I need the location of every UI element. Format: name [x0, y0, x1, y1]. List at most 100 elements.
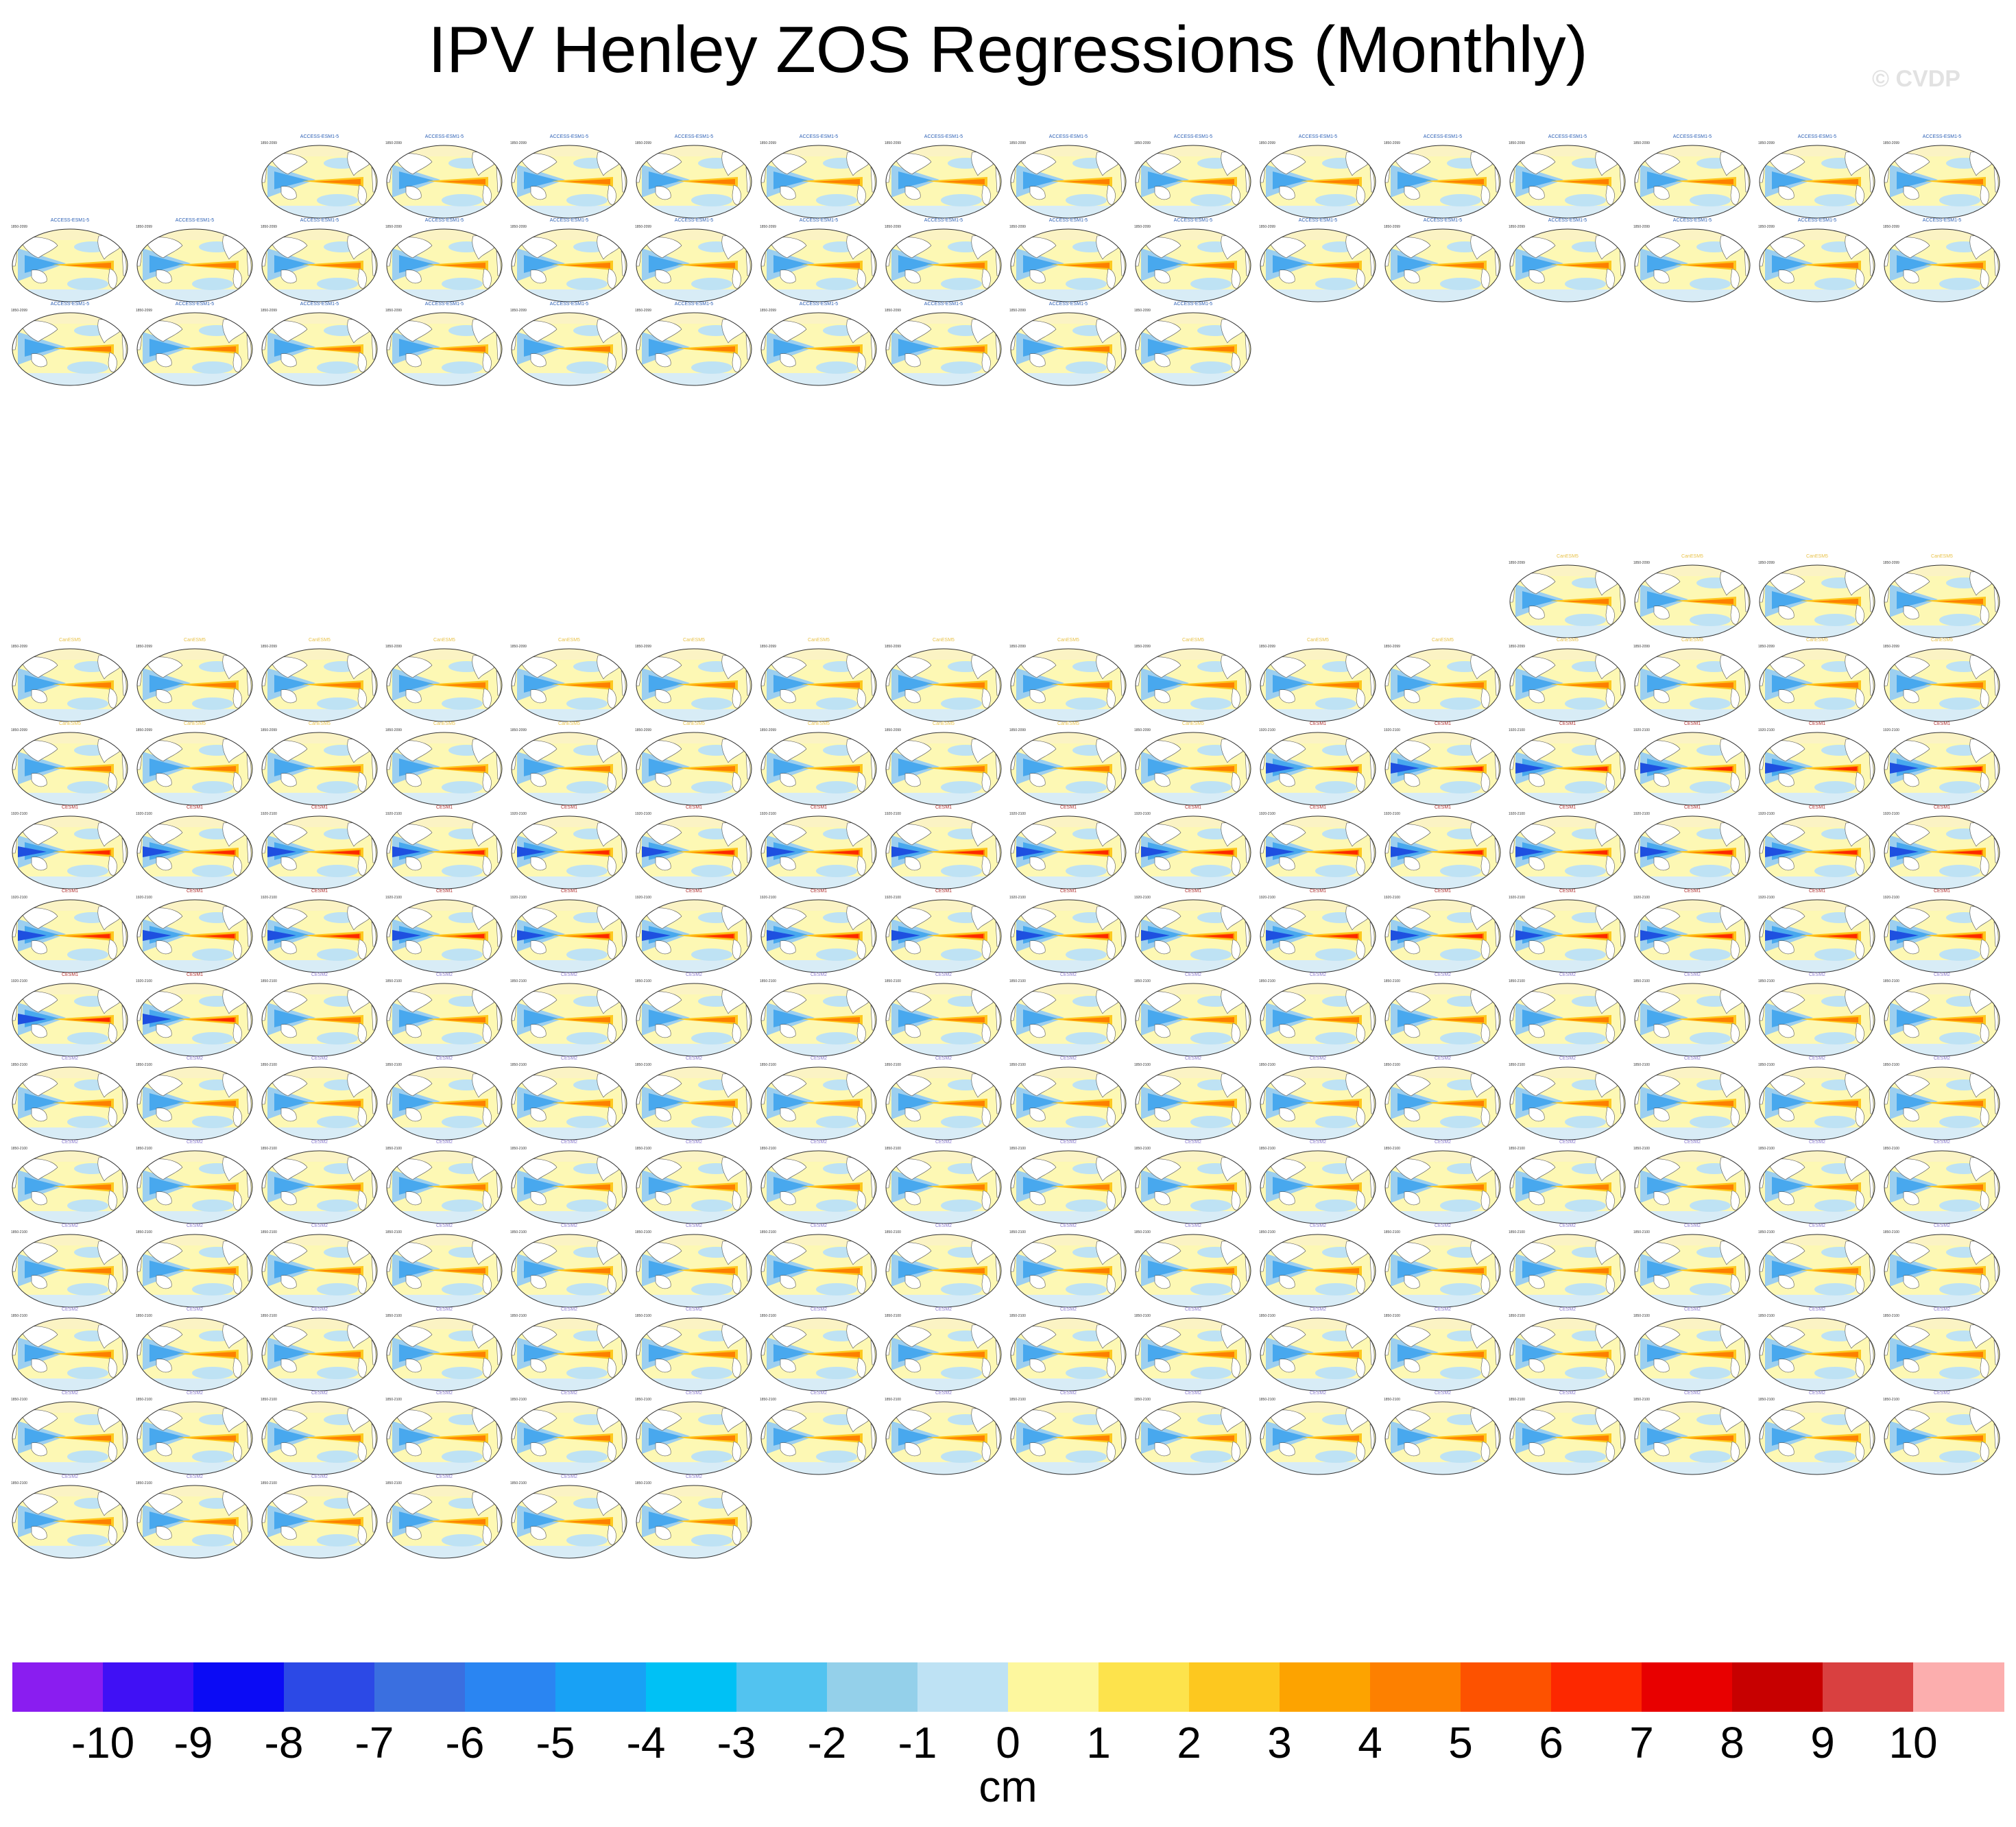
- ensemble-panel: ACCESS-ESM1-5 1850-2099: [259, 302, 380, 387]
- regression-map: [136, 228, 253, 302]
- ensemble-panel: CESM2 1850-2100: [883, 1140, 1004, 1225]
- panel-year-range: 1850-2100: [261, 1481, 277, 1485]
- panel-title: CESM2: [1008, 1140, 1129, 1145]
- panel-year-range: 1920-2100: [1633, 728, 1650, 732]
- ensemble-panel: ACCESS-ESM1-5 1850-2099: [384, 134, 505, 219]
- panel-title: CanESM5: [758, 721, 879, 726]
- regression-map: [261, 1066, 378, 1141]
- panel-year-range: 1850-2099: [635, 728, 651, 732]
- panel-year-range: 1850-2099: [1633, 561, 1650, 565]
- panel-year-range: 1850-2099: [261, 728, 277, 732]
- panel-title: CESM1: [384, 805, 505, 810]
- regression-map: [1384, 145, 1501, 219]
- ensemble-panel: CESM2 1850-2100: [1507, 1056, 1628, 1141]
- panel-title: CESM2: [758, 1307, 879, 1312]
- regression-map: [636, 815, 752, 889]
- panel-year-range: 1920-2100: [1509, 728, 1525, 732]
- panel-year-range: 1850-2100: [1009, 1230, 1026, 1234]
- ensemble-panel: CESM2 1850-2100: [1757, 1140, 1877, 1225]
- panel-title: CESM1: [1882, 889, 2002, 894]
- panel-year-range: 1850-2099: [261, 225, 277, 229]
- panel-title: CESM2: [1757, 972, 1877, 977]
- panel-year-range: 1850-2099: [1758, 141, 1775, 145]
- regression-map: [1010, 1401, 1127, 1475]
- panel-title: ACCESS-ESM1-5: [10, 218, 130, 223]
- ensemble-panel: CESM2 1850-2100: [384, 972, 505, 1058]
- panel-title: CESM1: [10, 972, 130, 977]
- panel-year-range: 1850-2099: [1009, 728, 1026, 732]
- ensemble-panel: CanESM5 1850-2099: [883, 638, 1004, 723]
- regression-map: [1384, 1234, 1501, 1308]
- panel-year-range: 1850-2100: [1259, 1230, 1275, 1234]
- ensemble-panel: CESM2 1850-2100: [1008, 1223, 1129, 1309]
- ensemble-panel: CESM2 1850-2100: [1757, 1391, 1877, 1476]
- ensemble-panel: CanESM5 1850-2099: [1507, 554, 1628, 639]
- panel-year-range: 1850-2100: [1009, 1063, 1026, 1067]
- regression-map: [760, 1317, 877, 1392]
- colorbar-box: [1370, 1662, 1461, 1712]
- colorbar-tick-label: -6: [424, 1717, 506, 1768]
- panel-title: CESM2: [1258, 1223, 1378, 1228]
- panel-year-range: 1850-2100: [136, 1147, 152, 1151]
- regression-map: [136, 899, 253, 973]
- regression-map: [1509, 983, 1626, 1057]
- ensemble-panel: CanESM5 1850-2099: [509, 638, 629, 723]
- ensemble-panel: CESM2 1850-2100: [10, 1307, 130, 1392]
- panel-year-range: 1850-2099: [1259, 645, 1275, 649]
- ensemble-panel: CanESM5 1850-2099: [384, 721, 505, 807]
- regression-map: [1759, 815, 1875, 889]
- ensemble-panel: CESM2 1850-2100: [1382, 972, 1503, 1058]
- panel-year-range: 1850-2100: [1509, 1147, 1525, 1151]
- panel-year-range: 1850-2100: [1883, 1314, 1899, 1318]
- panel-title: ACCESS-ESM1-5: [758, 134, 879, 139]
- regression-map: [511, 815, 627, 889]
- panel-title: ACCESS-ESM1-5: [1507, 218, 1628, 223]
- panel-year-range: 1850-2100: [1509, 1063, 1525, 1067]
- ensemble-panel: CanESM5 1850-2099: [259, 721, 380, 807]
- ensemble-panel: CESM2 1850-2100: [1882, 1391, 2002, 1476]
- colorbar-tick-label: -5: [514, 1717, 597, 1768]
- ensemble-panel: CESM1 1920-2100: [1258, 805, 1378, 890]
- panel-title: ACCESS-ESM1-5: [509, 218, 629, 223]
- panel-title: CESM2: [509, 1056, 629, 1061]
- ensemble-panel: CESM2 1850-2100: [134, 1223, 255, 1309]
- panel-title: CESM2: [758, 1391, 879, 1396]
- panel-title: CESM2: [634, 972, 754, 977]
- regression-map: [1135, 899, 1251, 973]
- panel-title: CanESM5: [134, 638, 255, 643]
- panel-year-range: 1920-2100: [1134, 896, 1151, 900]
- regression-map: [511, 145, 627, 219]
- panel-title: CESM2: [509, 1474, 629, 1479]
- regression-map: [12, 1401, 128, 1475]
- panel-year-range: 1850-2100: [1009, 1147, 1026, 1151]
- panel-year-range: 1920-2100: [1384, 812, 1400, 816]
- colorbar-box: [1461, 1662, 1552, 1712]
- regression-map: [1135, 1066, 1251, 1141]
- regression-map: [136, 815, 253, 889]
- ensemble-panel: CESM2 1850-2100: [1632, 1307, 1753, 1392]
- ensemble-panel: CESM2 1850-2100: [1258, 1056, 1378, 1141]
- regression-map: [885, 899, 1002, 973]
- ensemble-panel: CESM2 1850-2100: [883, 1307, 1004, 1392]
- panel-year-range: 1850-2099: [1259, 225, 1275, 229]
- panel-title: CESM2: [1507, 1391, 1628, 1396]
- regression-map: [1010, 228, 1127, 302]
- ensemble-panel: CESM2 1850-2100: [883, 1056, 1004, 1141]
- ensemble-panel: ACCESS-ESM1-5 1850-2099: [634, 134, 754, 219]
- ensemble-panel: ACCESS-ESM1-5 1850-2099: [1258, 134, 1378, 219]
- panel-title: CESM2: [1382, 1391, 1503, 1396]
- panel-year-range: 1850-2100: [1758, 1230, 1775, 1234]
- ensemble-panel: CanESM5 1850-2099: [1757, 638, 1877, 723]
- panel-title: CanESM5: [10, 638, 130, 643]
- panel-year-range: 1920-2100: [385, 812, 402, 816]
- regression-map: [386, 145, 503, 219]
- ensemble-panel: CanESM5 1850-2099: [758, 638, 879, 723]
- panel-title: CESM2: [758, 1140, 879, 1145]
- regression-map: [1384, 815, 1501, 889]
- panel-title: CESM1: [1258, 805, 1378, 810]
- panel-year-range: 1850-2100: [885, 1147, 901, 1151]
- ensemble-panel: CESM1 1920-2100: [259, 805, 380, 890]
- regression-map: [1634, 648, 1751, 722]
- panel-year-range: 1850-2100: [1134, 1314, 1151, 1318]
- regression-map: [12, 899, 128, 973]
